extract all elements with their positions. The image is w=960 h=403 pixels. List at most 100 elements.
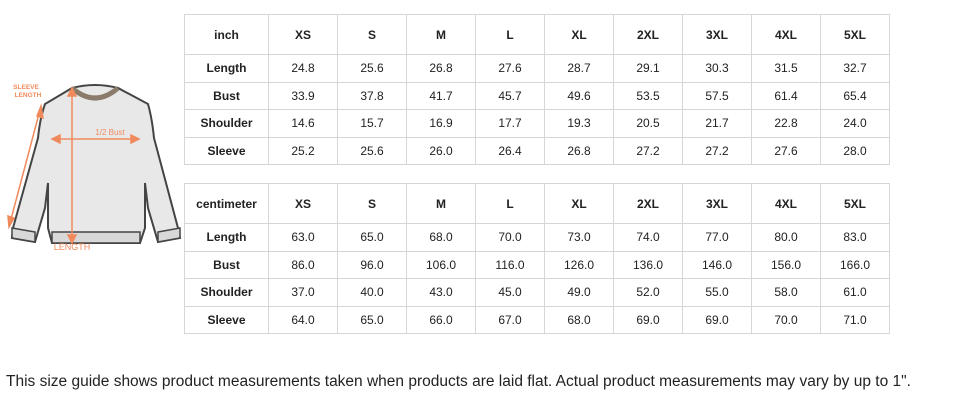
size-header: XS: [268, 14, 338, 55]
measurement-cell: 106.0: [406, 250, 476, 279]
measurement-cell: 166.0: [820, 250, 890, 279]
measurement-cell: 37.0: [268, 278, 338, 307]
row-label: Bust: [184, 250, 269, 279]
size-header: 4XL: [751, 14, 821, 55]
table-row: Shoulder 14.6 15.7 16.9 17.7 19.3 20.5 21.7 22.8…: [184, 109, 890, 138]
measurement-cell: 22.8: [751, 109, 821, 138]
measurement-cell: 53.5: [613, 81, 683, 110]
header-row: inch XS S M L XL 2XL 3XL 4XL 5XL: [184, 14, 890, 55]
measurement-cell: 57.5: [682, 81, 752, 110]
measurement-cell: 64.0: [268, 305, 338, 334]
measurement-cell: 70.0: [475, 223, 545, 252]
row-label: Shoulder: [184, 278, 269, 307]
measurement-cell: 29.1: [613, 54, 683, 83]
measurement-cell: 116.0: [475, 250, 545, 279]
measurement-cell: 20.5: [613, 109, 683, 138]
measurement-cell: 43.0: [406, 278, 476, 307]
unit-header: centimeter: [184, 183, 269, 224]
measurement-cell: 27.2: [613, 136, 683, 165]
measurement-cell: 16.9: [406, 109, 476, 138]
table-row: Sleeve 64.0 65.0 66.0 67.0 68.0 69.0 69.0 70.0 71…: [184, 305, 890, 334]
measurement-cell: 61.4: [751, 81, 821, 110]
measurement-cell: 14.6: [268, 109, 338, 138]
table-row: Length 24.8 25.6 26.8 27.6 28.7 29.1 30.3 31.5 32…: [184, 54, 890, 83]
measurement-cell: 49.6: [544, 81, 614, 110]
row-label: Shoulder: [184, 109, 269, 138]
size-header: 2XL: [613, 14, 683, 55]
unit-header: inch: [184, 14, 269, 55]
measurement-cell: 58.0: [751, 278, 821, 307]
table-row: Shoulder 37.0 40.0 43.0 45.0 49.0 52.0 55.0 58.0…: [184, 278, 890, 307]
measurement-cell: 32.7: [820, 54, 890, 83]
measurement-cell: 17.7: [475, 109, 545, 138]
measurement-cell: 45.7: [475, 81, 545, 110]
sweater-measurement-diagram: SLEEVE LENGTH 1/2 Bust LENGTH: [7, 84, 182, 252]
row-label: Bust: [184, 81, 269, 110]
measurement-cell: 25.6: [337, 136, 407, 165]
measurement-cell: 86.0: [268, 250, 338, 279]
measurement-cell: 40.0: [337, 278, 407, 307]
length-label: LENGTH: [54, 242, 91, 252]
row-label: Sleeve: [184, 305, 269, 334]
size-header: S: [337, 14, 407, 55]
table-row: Length 63.0 65.0 68.0 70.0 73.0 74.0 77.0 80.0 83…: [184, 223, 890, 252]
size-header: L: [475, 14, 545, 55]
measurement-cell: 52.0: [613, 278, 683, 307]
measurement-cell: 65.0: [337, 223, 407, 252]
measurement-cell: 96.0: [337, 250, 407, 279]
measurement-cell: 73.0: [544, 223, 614, 252]
table-row: Bust 33.9 37.8 41.7 45.7 49.6 53.5 57.5 61.4 65.4: [184, 81, 890, 110]
measurement-cell: 70.0: [751, 305, 821, 334]
measurement-cell: 26.8: [544, 136, 614, 165]
measurement-cell: 71.0: [820, 305, 890, 334]
measurement-cell: 67.0: [475, 305, 545, 334]
measurement-cell: 66.0: [406, 305, 476, 334]
measurement-cell: 146.0: [682, 250, 752, 279]
measurement-cell: 80.0: [751, 223, 821, 252]
row-label: Length: [184, 54, 269, 83]
sleeve-length-label: SLEEVE: [13, 84, 39, 91]
measurement-cell: 83.0: [820, 223, 890, 252]
measurement-cell: 24.0: [820, 109, 890, 138]
sleeve-length-label-2: LENGTH: [15, 92, 42, 99]
size-header: 3XL: [682, 183, 752, 224]
measurement-cell: 65.4: [820, 81, 890, 110]
measurement-cell: 33.9: [268, 81, 338, 110]
measurement-cell: 15.7: [337, 109, 407, 138]
measurement-cell: 61.0: [820, 278, 890, 307]
size-header: XL: [544, 183, 614, 224]
size-header: M: [406, 14, 476, 55]
measurement-cell: 68.0: [406, 223, 476, 252]
measurement-cell: 69.0: [682, 305, 752, 334]
row-label: Sleeve: [184, 136, 269, 165]
measurement-cell: 26.0: [406, 136, 476, 165]
table-row: Bust 86.0 96.0 106.0 116.0 126.0 136.0 146.0 156…: [184, 250, 890, 279]
measurement-cell: 126.0: [544, 250, 614, 279]
measurement-cell: 55.0: [682, 278, 752, 307]
table-row: Sleeve 25.2 25.6 26.0 26.4 26.8 27.2 27.2 27.6 28…: [184, 136, 890, 165]
measurement-cell: 26.4: [475, 136, 545, 165]
bust-label: 1/2 Bust: [95, 128, 125, 137]
size-header: 3XL: [682, 14, 752, 55]
size-header: 5XL: [820, 14, 890, 55]
measurement-cell: 21.7: [682, 109, 752, 138]
measurement-cell: 24.8: [268, 54, 338, 83]
measurement-cell: 37.8: [337, 81, 407, 110]
size-header: XS: [268, 183, 338, 224]
measurement-cell: 49.0: [544, 278, 614, 307]
size-header: 5XL: [820, 183, 890, 224]
size-header: S: [337, 183, 407, 224]
header-row: centimeter XS S M L XL 2XL 3XL 4XL 5XL: [184, 183, 890, 224]
measurement-cell: 63.0: [268, 223, 338, 252]
measurement-cell: 31.5: [751, 54, 821, 83]
measurement-cell: 27.2: [682, 136, 752, 165]
measurement-cell: 77.0: [682, 223, 752, 252]
size-header: 2XL: [613, 183, 683, 224]
inch-size-table: inch XS S M L XL 2XL 3XL 4XL 5XL Length 24.8 25.6 26.…: [184, 14, 890, 165]
measurement-cell: 30.3: [682, 54, 752, 83]
row-label: Length: [184, 223, 269, 252]
measurement-cell: 28.0: [820, 136, 890, 165]
centimeter-size-table: centimeter XS S M L XL 2XL 3XL 4XL 5XL Length 63.0 6…: [184, 183, 890, 334]
measurement-cell: 25.2: [268, 136, 338, 165]
size-guide-note: This size guide shows product measuremen…: [6, 373, 911, 390]
